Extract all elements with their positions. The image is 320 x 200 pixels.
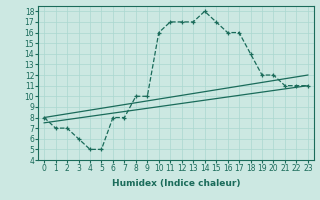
X-axis label: Humidex (Indice chaleur): Humidex (Indice chaleur) [112, 179, 240, 188]
